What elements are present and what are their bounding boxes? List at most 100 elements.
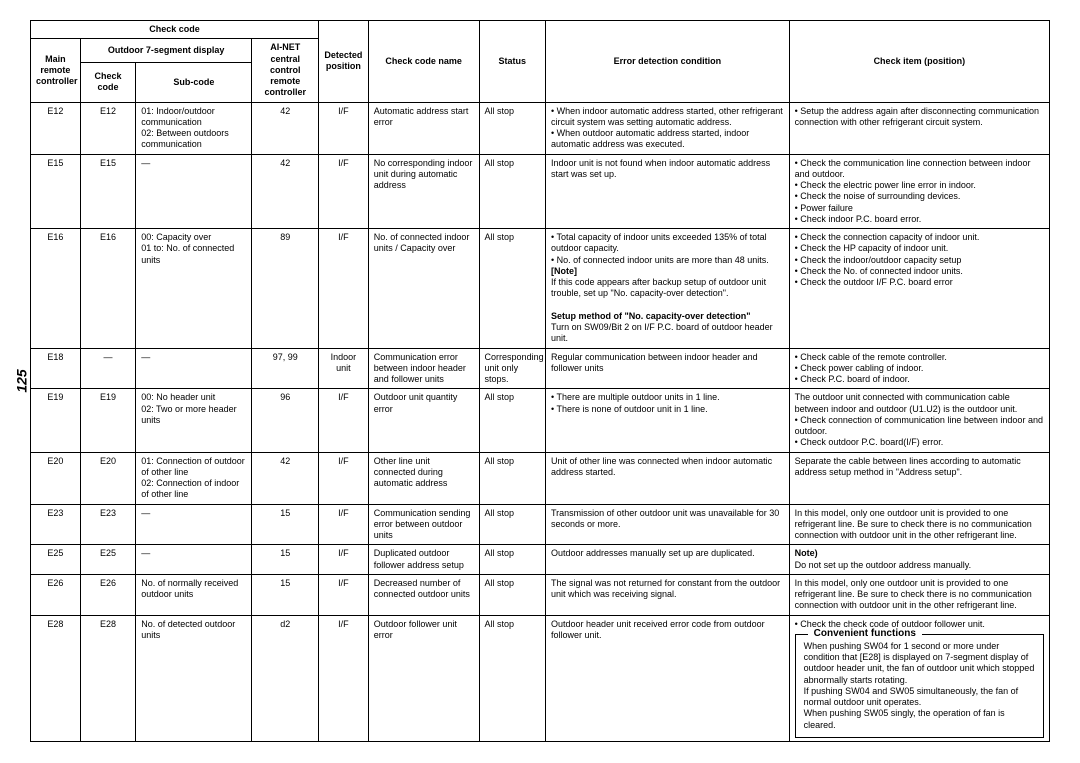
condition-cell: The signal was not returned for constant… <box>546 574 790 615</box>
main-remote-cell: E16 <box>31 229 81 349</box>
check-code-cell: E15 <box>80 154 135 229</box>
ainet-cell: d2 <box>252 615 318 741</box>
check-code-cell: E26 <box>80 574 135 615</box>
name-cell: Communication sending error between outd… <box>368 504 479 545</box>
sub-code-cell: — <box>136 348 252 389</box>
check-code-cell: E23 <box>80 504 135 545</box>
status-cell: All stop <box>479 389 545 452</box>
sub-code-cell: No. of normally received outdoor units <box>136 574 252 615</box>
main-remote-cell: E26 <box>31 574 81 615</box>
header-error-condition: Error detection condition <box>546 21 790 103</box>
name-cell: Automatic address start error <box>368 102 479 154</box>
detected-cell: I/F <box>318 102 368 154</box>
status-cell: All stop <box>479 154 545 229</box>
ainet-cell: 42 <box>252 452 318 504</box>
table-row: E28E28No. of detected outdoor unitsd2I/F… <box>31 615 1050 741</box>
status-cell: Corresponding unit only stops. <box>479 348 545 389</box>
header-check-code: Check code <box>31 21 319 39</box>
sub-code-cell: — <box>136 504 252 545</box>
check-code-cell: E12 <box>80 102 135 154</box>
sub-code-cell: 00: No header unit02: Two or more header… <box>136 389 252 452</box>
ainet-cell: 15 <box>252 545 318 575</box>
check-code-cell: E25 <box>80 545 135 575</box>
error-code-table: Check code Detected position Check code … <box>30 20 1050 742</box>
condition-cell: Outdoor addresses manually set up are du… <box>546 545 790 575</box>
check-item-cell: • Check the communication line connectio… <box>789 154 1049 229</box>
check-item-cell: • Check the check code of outdoor follow… <box>789 615 1049 741</box>
condition-cell: • There are multiple outdoor units in 1 … <box>546 389 790 452</box>
status-cell: All stop <box>479 452 545 504</box>
header-detected-position: Detected position <box>318 21 368 103</box>
status-cell: All stop <box>479 615 545 741</box>
header-sub-code: Sub-code <box>136 63 252 102</box>
sub-code-cell: — <box>136 154 252 229</box>
ainet-cell: 96 <box>252 389 318 452</box>
check-item-cell: Separate the cable between lines accordi… <box>789 452 1049 504</box>
check-item-cell: In this model, only one outdoor unit is … <box>789 574 1049 615</box>
detected-cell: Indoor unit <box>318 348 368 389</box>
status-cell: All stop <box>479 102 545 154</box>
table-row: E26E26No. of normally received outdoor u… <box>31 574 1050 615</box>
ainet-cell: 15 <box>252 504 318 545</box>
header-check-code-name: Check code name <box>368 21 479 103</box>
condition-cell: • Total capacity of indoor units exceede… <box>546 229 790 349</box>
name-cell: Decreased number of connected outdoor un… <box>368 574 479 615</box>
name-cell: Other line unit connected during automat… <box>368 452 479 504</box>
status-cell: All stop <box>479 545 545 575</box>
condition-cell: Unit of other line was connected when in… <box>546 452 790 504</box>
detected-cell: I/F <box>318 229 368 349</box>
table-row: E20E2001: Connection of outdoor of other… <box>31 452 1050 504</box>
ainet-cell: 15 <box>252 574 318 615</box>
check-item-cell: The outdoor unit connected with communic… <box>789 389 1049 452</box>
detected-cell: I/F <box>318 615 368 741</box>
detected-cell: I/F <box>318 389 368 452</box>
name-cell: Duplicated outdoor follower address setu… <box>368 545 479 575</box>
check-item-cell: • Setup the address again after disconne… <box>789 102 1049 154</box>
sub-code-cell: 01: Indoor/outdoor communication02: Betw… <box>136 102 252 154</box>
ainet-cell: 89 <box>252 229 318 349</box>
check-code-cell: E20 <box>80 452 135 504</box>
table-row: E18——97, 99Indoor unitCommunication erro… <box>31 348 1050 389</box>
table-row: E15E15—42I/FNo corresponding indoor unit… <box>31 154 1050 229</box>
check-item-cell: • Check the connection capacity of indoo… <box>789 229 1049 349</box>
header-check-code-col: Check code <box>80 63 135 102</box>
detected-cell: I/F <box>318 154 368 229</box>
ainet-cell: 97, 99 <box>252 348 318 389</box>
sub-code-cell: 01: Connection of outdoor of other line0… <box>136 452 252 504</box>
check-item-cell: In this model, only one outdoor unit is … <box>789 504 1049 545</box>
table-row: E12E1201: Indoor/outdoor communication02… <box>31 102 1050 154</box>
sub-code-cell: No. of detected outdoor units <box>136 615 252 741</box>
name-cell: No corresponding indoor unit during auto… <box>368 154 479 229</box>
table-row: E23E23—15I/FCommunication sending error … <box>31 504 1050 545</box>
table-row: E19E1900: No header unit02: Two or more … <box>31 389 1050 452</box>
name-cell: Outdoor follower unit error <box>368 615 479 741</box>
detected-cell: I/F <box>318 452 368 504</box>
detected-cell: I/F <box>318 504 368 545</box>
detected-cell: I/F <box>318 574 368 615</box>
check-item-cell: • Check cable of the remote controller.•… <box>789 348 1049 389</box>
name-cell: Communication error between indoor heade… <box>368 348 479 389</box>
condition-cell: Indoor unit is not found when indoor aut… <box>546 154 790 229</box>
check-code-cell: — <box>80 348 135 389</box>
ainet-cell: 42 <box>252 154 318 229</box>
header-status: Status <box>479 21 545 103</box>
status-cell: All stop <box>479 574 545 615</box>
header-main-remote: Main remote controller <box>31 39 81 102</box>
page-number: 125 <box>14 369 30 392</box>
main-remote-cell: E28 <box>31 615 81 741</box>
table-row: E25E25—15I/FDuplicated outdoor follower … <box>31 545 1050 575</box>
status-cell: All stop <box>479 504 545 545</box>
header-outdoor-7seg: Outdoor 7-segment display <box>80 39 252 63</box>
sub-code-cell: 00: Capacity over01 to: No. of connected… <box>136 229 252 349</box>
header-ainet: AI-NET central control remote controller <box>252 39 318 102</box>
header-check-item: Check item (position) <box>789 21 1049 103</box>
name-cell: Outdoor unit quantity error <box>368 389 479 452</box>
check-code-cell: E19 <box>80 389 135 452</box>
main-remote-cell: E12 <box>31 102 81 154</box>
main-remote-cell: E15 <box>31 154 81 229</box>
status-cell: All stop <box>479 229 545 349</box>
condition-cell: • When indoor automatic address started,… <box>546 102 790 154</box>
convenient-functions-box: Convenient functionsWhen pushing SW04 fo… <box>795 634 1044 738</box>
condition-cell: Transmission of other outdoor unit was u… <box>546 504 790 545</box>
condition-cell: Outdoor header unit received error code … <box>546 615 790 741</box>
